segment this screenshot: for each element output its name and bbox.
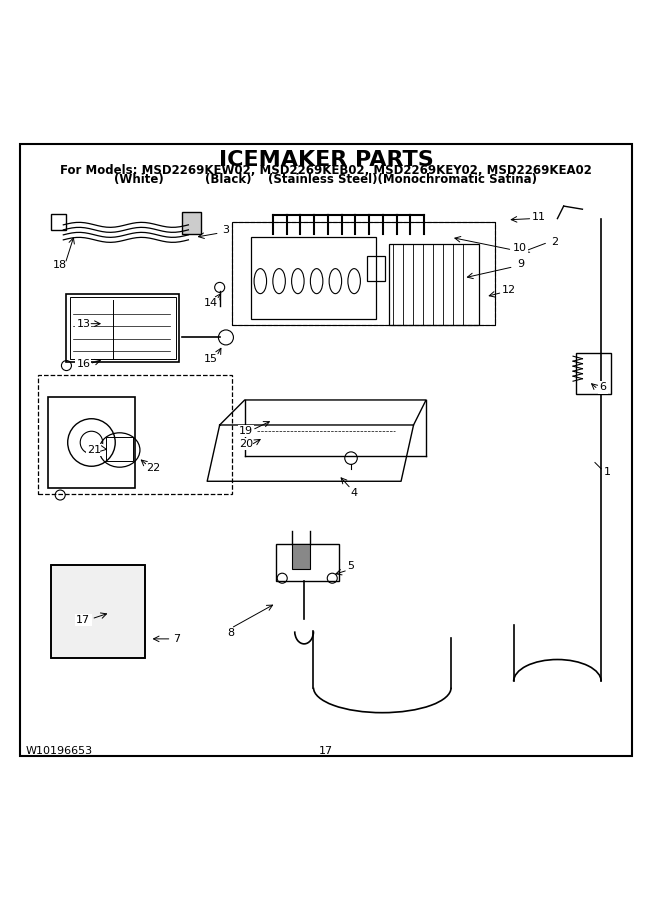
Text: 3: 3 [222,225,230,235]
Text: 18: 18 [53,260,67,271]
Bar [232,221,495,325]
Bar [389,244,479,325]
Text: 16: 16 [76,359,91,369]
Text: 10: 10 [513,243,527,253]
Bar [576,353,610,393]
Text: 6: 6 [600,382,606,392]
Text: (White)          (Black)    (Stainless Steel)(Monochromatic Satina): (White) (Black) (Stainless Steel)(Monoch… [115,174,537,186]
Text: 5: 5 [348,561,355,571]
Text: ICEMAKER PARTS: ICEMAKER PARTS [218,149,434,170]
Bar [106,437,134,462]
Text: 13: 13 [76,319,91,328]
Text: 19: 19 [239,427,253,436]
Text: 14: 14 [204,298,218,308]
Text: 4: 4 [351,488,358,498]
Text: 17: 17 [76,615,91,626]
Text: For Models: MSD2269KEW02, MSD2269KEB02, MSD2269KEY02, MSD2269KEA02: For Models: MSD2269KEW02, MSD2269KEB02, … [60,164,592,177]
Bar [366,256,385,281]
Text: W10196653: W10196653 [26,746,93,757]
Text: 21: 21 [87,445,102,455]
Text: 9: 9 [518,258,525,268]
Bar [182,212,201,234]
Bar [276,544,338,581]
Bar [51,565,145,658]
Bar [51,214,67,230]
Bar [48,397,135,488]
Text: 17: 17 [319,746,333,757]
Bar [38,375,232,494]
Bar [232,221,495,325]
Text: 12: 12 [501,285,516,295]
Text: 1: 1 [604,467,611,477]
Bar [70,297,176,359]
Text: 7: 7 [173,634,181,643]
Text: 2: 2 [551,238,558,248]
Text: 8: 8 [228,627,235,637]
Text: 20: 20 [239,438,253,449]
Bar [51,565,145,658]
Bar [291,544,310,569]
Text: 11: 11 [531,212,546,222]
Text: 15: 15 [204,355,218,365]
Text: 22: 22 [145,463,160,473]
Bar [67,293,179,363]
Bar [251,238,376,319]
